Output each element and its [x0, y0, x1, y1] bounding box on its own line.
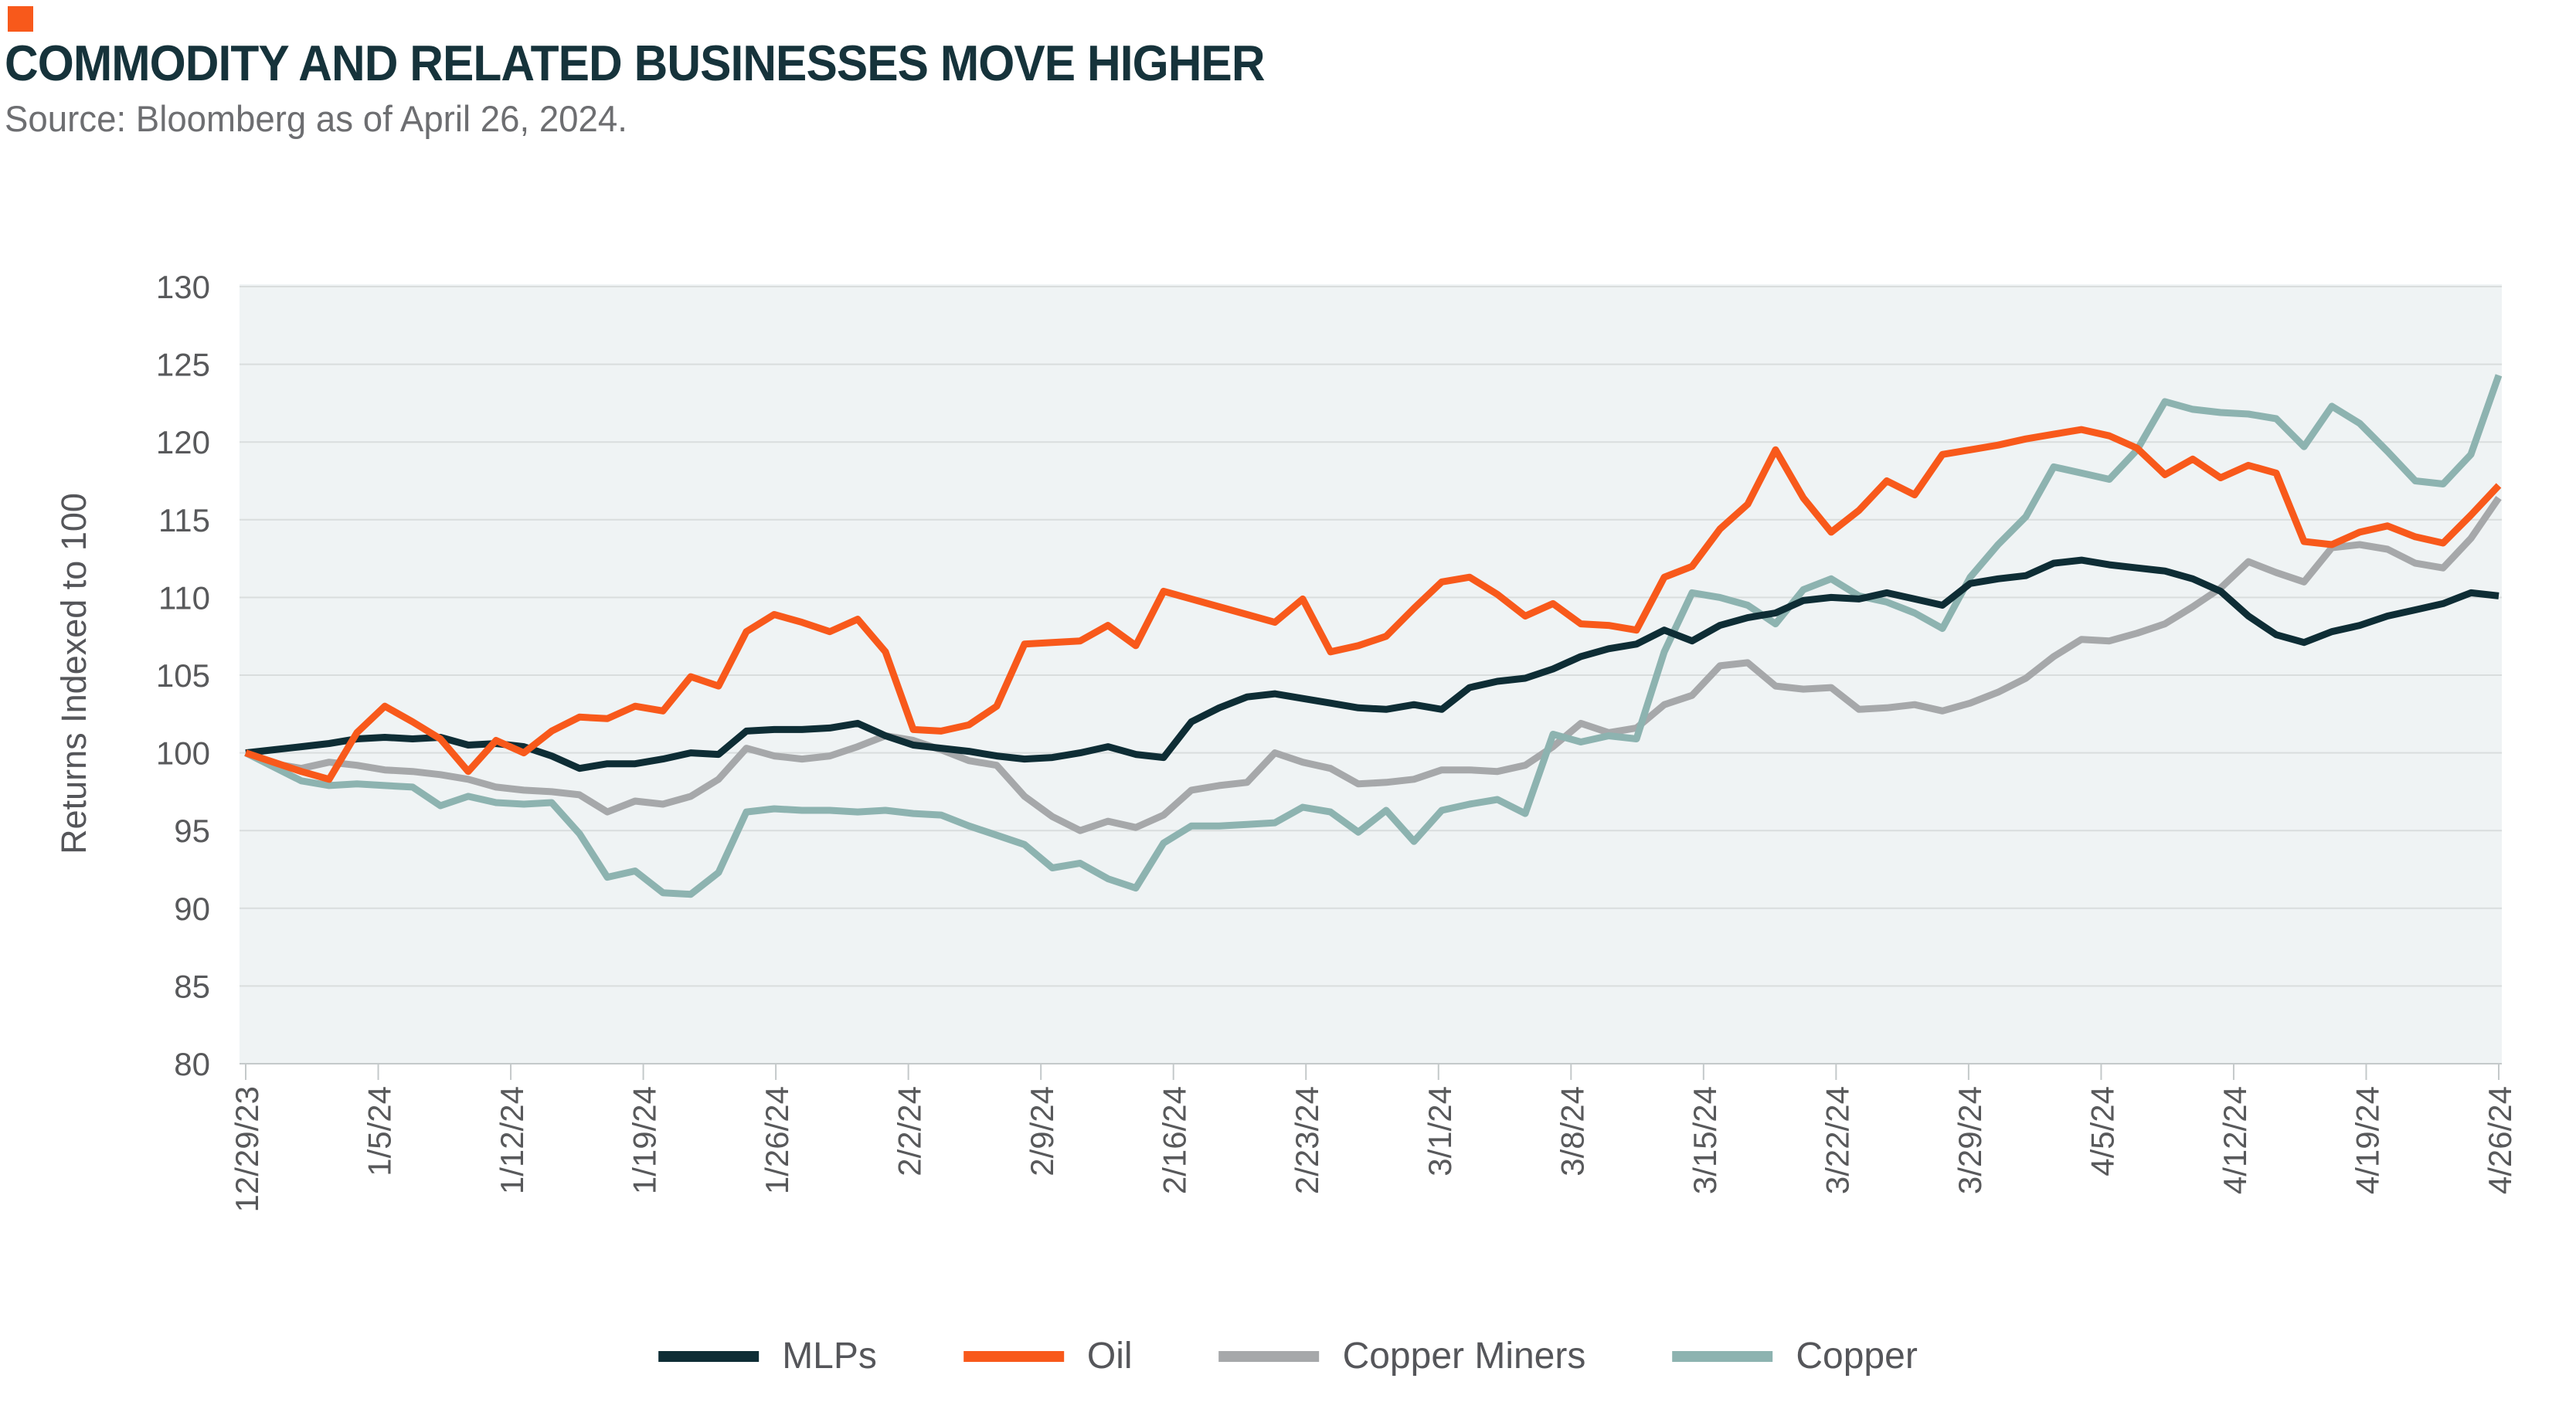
legend-label-copper-miners: Copper Miners — [1342, 1336, 1586, 1377]
y-tick-label-110: 110 — [158, 579, 210, 616]
page-title: COMMODITY AND RELATED BUSINESSES MOVE HI… — [5, 35, 1265, 91]
legend-item-copper: Copper — [1672, 1335, 1918, 1377]
brand-accent-square — [8, 6, 33, 32]
x-tick-label-4/5/24: 4/5/24 — [2084, 1086, 2120, 1176]
series-line-oil — [244, 426, 2502, 783]
series-line-copper — [243, 374, 2503, 898]
y-tick-label-95: 95 — [174, 813, 210, 849]
y-tick-label-105: 105 — [156, 657, 210, 694]
x-tick-label-3/15/24: 3/15/24 — [1687, 1086, 1723, 1194]
y-tick-label-90: 90 — [174, 891, 210, 927]
y-tick-label-130: 130 — [156, 269, 210, 305]
y-tick-label-115: 115 — [158, 502, 210, 538]
series-line-copper-miners — [244, 496, 2502, 834]
x-tick-label-1/12/24: 1/12/24 — [494, 1086, 530, 1194]
x-tick-label-2/2/24: 2/2/24 — [892, 1086, 928, 1176]
chart-legend: MLPs Oil Copper Miners Copper — [658, 1335, 1918, 1377]
source-caption: Source: Bloomberg as of April 26, 2024. — [5, 98, 627, 139]
legend-swatch-copper — [1672, 1350, 1773, 1362]
y-tick-label-85: 85 — [174, 968, 210, 1004]
y-tick-label-80: 80 — [174, 1046, 210, 1082]
y-tick-label-100: 100 — [156, 735, 210, 772]
legend-item-oil: Oil — [963, 1335, 1133, 1377]
x-tick-label-3/29/24: 3/29/24 — [1952, 1086, 1988, 1194]
series-line-mlps — [245, 556, 2500, 772]
x-tick-label-4/26/24: 4/26/24 — [2482, 1086, 2518, 1194]
legend-label-copper: Copper — [1796, 1336, 1918, 1377]
y-tick-label-120: 120 — [156, 424, 210, 460]
x-tick-label-2/9/24: 2/9/24 — [1024, 1086, 1060, 1176]
legend-swatch-mlps — [658, 1350, 760, 1362]
legend-label-oil: Oil — [1086, 1336, 1133, 1377]
x-tick-label-3/1/24: 3/1/24 — [1422, 1086, 1458, 1176]
x-tick-label-3/22/24: 3/22/24 — [1819, 1086, 1855, 1194]
x-tick-label-2/23/24: 2/23/24 — [1289, 1086, 1325, 1194]
x-tick-label-1/5/24: 1/5/24 — [362, 1086, 398, 1176]
legend-swatch-copper-miners — [1218, 1350, 1320, 1362]
x-tick-label-4/19/24: 4/19/24 — [2349, 1086, 2385, 1194]
y-tick-label-125: 125 — [156, 347, 210, 383]
legend-label-mlps: MLPs — [782, 1336, 877, 1377]
x-tick-label-12/29/23: 12/29/23 — [229, 1086, 265, 1213]
legend-swatch-oil — [963, 1350, 1064, 1362]
x-tick-label-4/12/24: 4/12/24 — [2217, 1086, 2253, 1194]
x-tick-label-1/19/24: 1/19/24 — [627, 1086, 663, 1194]
legend-item-mlps: MLPs — [658, 1335, 877, 1377]
x-tick-label-3/8/24: 3/8/24 — [1554, 1086, 1590, 1176]
x-tick-label-1/26/24: 1/26/24 — [759, 1086, 795, 1194]
x-tick-label-2/16/24: 2/16/24 — [1157, 1086, 1193, 1194]
legend-item-copper-miners: Copper Miners — [1218, 1335, 1586, 1377]
